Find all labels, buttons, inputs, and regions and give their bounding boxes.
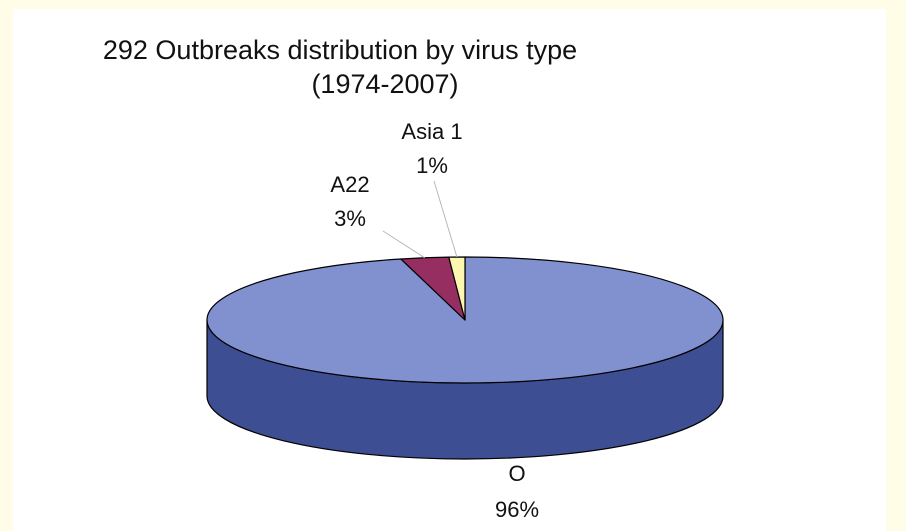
- slice-label-asia-1: Asia 1: [401, 119, 462, 144]
- chart-subtitle: (1974-2007): [311, 69, 458, 99]
- leader-line-a22: [382, 230, 425, 259]
- slice-percent-o: 96%: [495, 497, 539, 522]
- chart-title: 292 Outbreaks distribution by virus type: [103, 35, 577, 65]
- leader-line-asia-1: [433, 180, 458, 258]
- slice-percent-asia-1: 1%: [416, 153, 448, 178]
- chart-panel: 292 Outbreaks distribution by virus type…: [13, 9, 886, 531]
- pie-top: [206, 256, 724, 384]
- leader-lines: [382, 180, 458, 259]
- pie-chart: 292 Outbreaks distribution by virus type…: [103, 35, 724, 522]
- slice-label-o: O: [508, 461, 525, 486]
- slice-percent-a22: 3%: [334, 206, 366, 231]
- slice-label-a22: A22: [330, 172, 369, 197]
